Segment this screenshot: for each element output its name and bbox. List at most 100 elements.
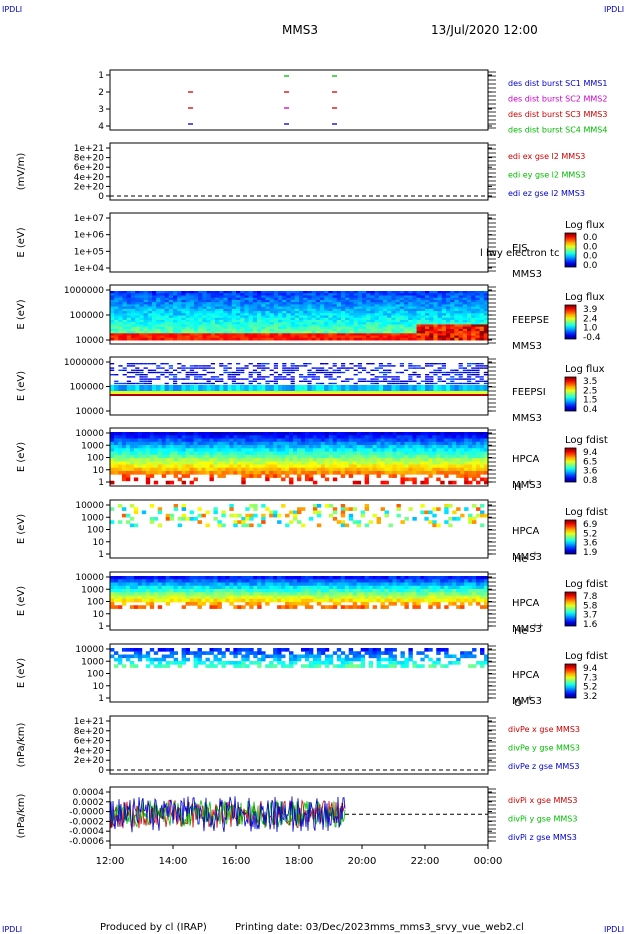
heat-cell bbox=[366, 295, 371, 299]
heat-cell bbox=[161, 467, 167, 472]
heat-cell bbox=[110, 471, 115, 475]
heat-cell bbox=[353, 302, 359, 305]
heat-cell bbox=[433, 331, 439, 334]
heat-cell bbox=[475, 308, 481, 312]
heat-cell bbox=[210, 324, 216, 328]
heat-cell bbox=[157, 458, 163, 462]
heat-cell bbox=[189, 480, 194, 485]
heat-cell bbox=[454, 385, 460, 391]
heat-cell bbox=[446, 295, 451, 299]
heat-cell bbox=[340, 510, 346, 515]
heat-cell bbox=[388, 435, 393, 439]
heat-cell bbox=[356, 451, 362, 456]
heat-cell bbox=[137, 585, 143, 590]
heat-cell bbox=[177, 435, 183, 439]
heat-cell bbox=[420, 324, 426, 328]
heat-cell bbox=[476, 474, 481, 478]
heat-cell bbox=[253, 464, 258, 469]
heat-cell bbox=[285, 451, 290, 456]
heat-cell bbox=[300, 441, 306, 446]
heat-cell bbox=[396, 461, 401, 465]
heat-cell bbox=[429, 326, 434, 330]
heat-cell bbox=[315, 394, 321, 396]
heat-cell bbox=[349, 308, 355, 312]
heat-cell bbox=[458, 291, 464, 294]
heat-cell bbox=[425, 382, 430, 385]
heat-cell bbox=[332, 326, 338, 330]
heat-cell bbox=[185, 331, 191, 334]
heat-cell bbox=[404, 335, 409, 339]
heat-cell bbox=[147, 315, 153, 319]
heat-cell bbox=[193, 576, 198, 580]
heat-cell bbox=[404, 394, 409, 396]
heat-cell bbox=[304, 471, 310, 475]
heat-cell bbox=[360, 451, 366, 456]
heat-cell bbox=[450, 317, 455, 321]
heat-cell bbox=[253, 579, 258, 583]
heat-cell bbox=[185, 448, 190, 452]
heat-cell bbox=[185, 324, 191, 328]
heat-cell bbox=[454, 374, 459, 376]
heat-cell bbox=[282, 331, 287, 334]
heat-cell bbox=[370, 333, 376, 337]
heat-cell bbox=[227, 295, 233, 299]
y-tick-label: 1e+21 bbox=[74, 144, 104, 154]
heat-cell bbox=[194, 308, 199, 312]
heat-cell bbox=[149, 602, 155, 606]
heat-cell bbox=[114, 374, 119, 376]
heat-cell bbox=[293, 464, 298, 469]
heat-cell bbox=[121, 602, 127, 606]
heat-cell bbox=[164, 315, 170, 319]
heat-cell bbox=[249, 448, 254, 452]
heat-cell bbox=[193, 454, 198, 459]
heat-cell bbox=[345, 328, 350, 332]
heat-cell bbox=[244, 297, 250, 301]
heat-cell bbox=[236, 326, 241, 330]
heat-cell bbox=[404, 319, 409, 323]
heat-cell bbox=[328, 371, 333, 374]
heat-cell bbox=[472, 461, 477, 465]
heat-cell bbox=[147, 331, 153, 334]
heat-cell bbox=[450, 322, 455, 325]
heat-cell bbox=[164, 324, 170, 328]
heat-cell bbox=[384, 458, 389, 462]
heat-cell bbox=[348, 451, 354, 456]
heat-cell bbox=[311, 328, 317, 332]
heat-cell bbox=[316, 448, 322, 452]
heat-cell bbox=[370, 313, 376, 316]
heat-cell bbox=[189, 517, 194, 521]
heat-cell bbox=[285, 513, 290, 518]
heat-cell bbox=[135, 337, 140, 341]
heat-cell bbox=[395, 326, 401, 330]
heat-cell bbox=[265, 448, 270, 452]
heat-cell bbox=[452, 480, 457, 485]
heat-cell bbox=[471, 363, 476, 365]
heat-cell bbox=[462, 328, 468, 332]
heat-cell bbox=[185, 589, 190, 593]
heat-cell bbox=[303, 322, 308, 325]
heat-cell bbox=[370, 331, 376, 334]
heat-cell bbox=[399, 302, 405, 305]
heat-cell bbox=[357, 302, 363, 305]
heat-cell bbox=[231, 378, 236, 380]
colorbar-tick-label: 1.9 bbox=[583, 548, 598, 558]
heat-cell bbox=[320, 319, 325, 323]
colorbar-tick-label: 2.4 bbox=[583, 314, 598, 324]
heat-cell bbox=[460, 432, 465, 436]
heat-cell bbox=[299, 299, 304, 303]
heat-cell bbox=[185, 376, 190, 378]
heat-cell bbox=[416, 324, 422, 328]
heat-cell bbox=[129, 517, 135, 521]
heat-cell bbox=[395, 333, 401, 337]
heat-cell bbox=[245, 441, 250, 446]
heat-cell bbox=[194, 374, 199, 376]
heat-cell bbox=[131, 369, 136, 371]
heat-cell bbox=[454, 337, 460, 341]
heat-cell bbox=[462, 299, 468, 303]
heat-cell bbox=[345, 317, 350, 321]
heat-cell bbox=[233, 464, 238, 469]
heat-cell bbox=[241, 517, 246, 521]
heat-cell bbox=[215, 293, 220, 296]
heat-cell bbox=[114, 337, 119, 341]
heat-cell bbox=[261, 369, 266, 371]
